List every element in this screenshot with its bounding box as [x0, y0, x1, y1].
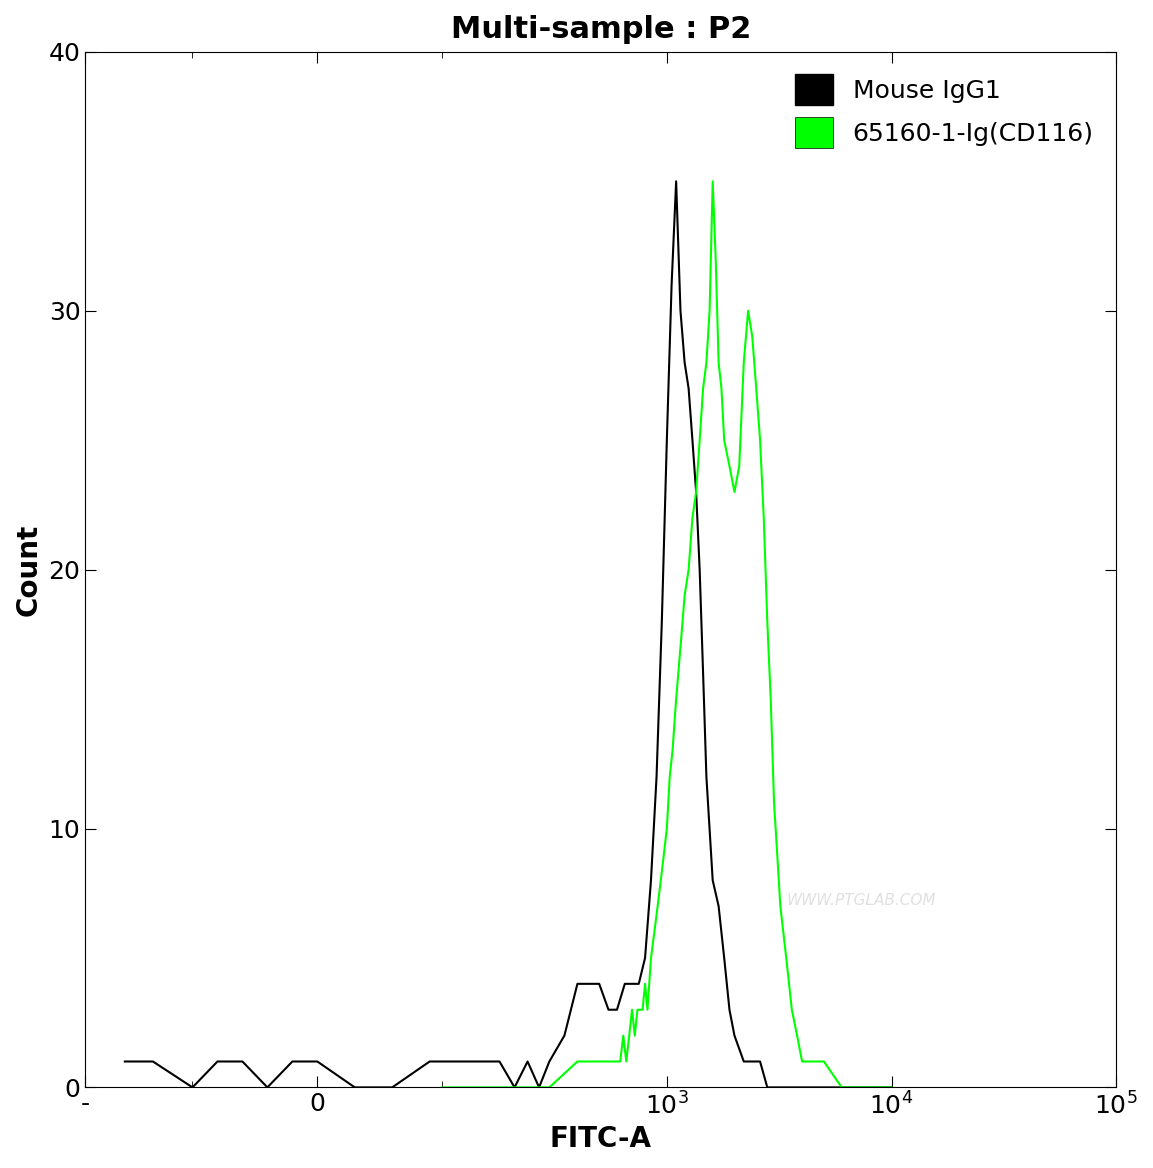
Title: Multi-sample : P2: Multi-sample : P2	[451, 15, 751, 44]
X-axis label: FITC-A: FITC-A	[550, 1125, 651, 1153]
Text: WWW.PTGLAB.COM: WWW.PTGLAB.COM	[786, 894, 936, 909]
Legend: Mouse IgG1, 65160-1-Ig(CD116): Mouse IgG1, 65160-1-Ig(CD116)	[785, 64, 1103, 158]
Y-axis label: Count: Count	[15, 523, 43, 616]
